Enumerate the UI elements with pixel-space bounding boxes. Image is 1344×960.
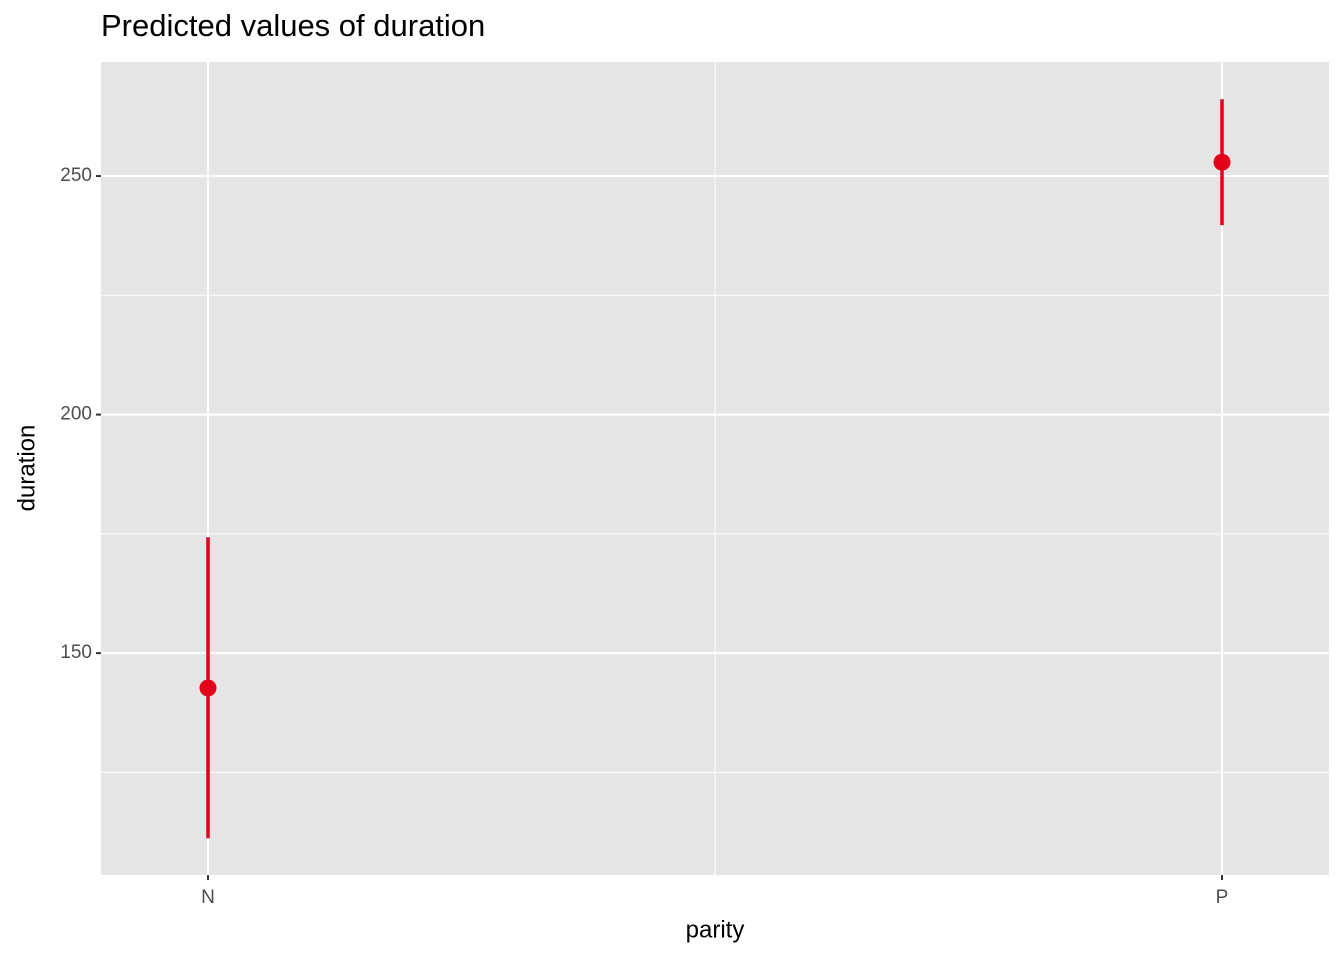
y-tick-label: 200	[60, 404, 92, 425]
chart-title: Predicted values of duration	[101, 8, 485, 43]
y-axis-title: duration	[13, 425, 40, 512]
point	[1213, 153, 1231, 171]
x-tick-label: P	[1216, 887, 1229, 908]
y-tick-label: 150	[60, 642, 92, 663]
y-tick-label: 250	[60, 165, 92, 186]
x-axis-title: parity	[686, 916, 745, 943]
x-tick-label: N	[201, 887, 215, 908]
point	[199, 679, 217, 697]
